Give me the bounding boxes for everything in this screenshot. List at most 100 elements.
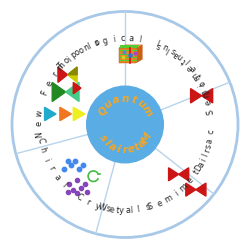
Text: r: r — [50, 70, 59, 78]
Text: m: m — [178, 182, 190, 193]
Text: s: s — [105, 204, 110, 214]
Text: l: l — [164, 45, 171, 54]
Polygon shape — [168, 168, 179, 181]
Text: I: I — [154, 40, 160, 49]
Text: o: o — [93, 38, 101, 48]
Text: n: n — [82, 42, 91, 53]
Text: i: i — [173, 189, 180, 198]
Text: t: t — [192, 169, 201, 177]
Text: u: u — [103, 98, 115, 111]
Text: a: a — [128, 34, 134, 43]
Text: s: s — [97, 133, 109, 143]
Text: D: D — [194, 164, 204, 174]
Text: C: C — [74, 192, 84, 203]
Text: C: C — [35, 136, 45, 144]
Text: t: t — [179, 57, 188, 65]
Text: m: m — [56, 60, 68, 72]
Text: o: o — [196, 80, 206, 89]
Text: e: e — [44, 79, 54, 88]
Polygon shape — [44, 107, 56, 121]
Polygon shape — [190, 89, 202, 103]
Text: i: i — [65, 55, 73, 63]
Text: y: y — [94, 201, 102, 211]
Circle shape — [87, 86, 163, 163]
Text: c: c — [206, 129, 216, 134]
Text: a: a — [137, 137, 149, 149]
Text: c: c — [120, 34, 125, 43]
Text: t: t — [192, 73, 202, 81]
Text: l: l — [201, 153, 210, 158]
Polygon shape — [202, 89, 213, 103]
Text: o: o — [73, 48, 82, 58]
Polygon shape — [60, 107, 71, 121]
Text: e: e — [108, 205, 115, 214]
Text: g: g — [102, 36, 109, 46]
Text: e: e — [155, 198, 164, 209]
Text: o: o — [77, 45, 86, 56]
Text: W: W — [97, 202, 107, 213]
Text: s: s — [204, 143, 213, 149]
Text: e: e — [127, 144, 136, 155]
Polygon shape — [73, 107, 85, 121]
Text: l: l — [86, 42, 92, 51]
Polygon shape — [68, 67, 77, 82]
Text: a: a — [112, 94, 122, 106]
Text: u: u — [135, 98, 147, 111]
Text: i: i — [116, 144, 121, 155]
Text: s: s — [168, 48, 176, 57]
Text: s: s — [145, 203, 152, 212]
Polygon shape — [196, 183, 206, 196]
Text: r: r — [202, 148, 212, 154]
Text: r: r — [46, 165, 56, 172]
Text: n: n — [160, 43, 169, 53]
Text: w: w — [35, 110, 44, 117]
Text: h: h — [38, 146, 48, 154]
Text: a: a — [52, 172, 62, 182]
Text: r: r — [85, 198, 92, 207]
Text: l: l — [130, 206, 132, 215]
Text: e: e — [185, 63, 195, 73]
Text: l: l — [138, 35, 142, 44]
Text: l: l — [102, 138, 112, 148]
Text: F: F — [40, 89, 50, 97]
Text: o: o — [62, 56, 72, 66]
Text: e: e — [186, 176, 196, 185]
Text: s: s — [155, 40, 163, 50]
Polygon shape — [119, 48, 136, 63]
Polygon shape — [58, 67, 68, 82]
Circle shape — [12, 11, 238, 238]
Text: i: i — [197, 81, 206, 87]
Text: l: l — [182, 59, 190, 67]
Text: m: m — [162, 193, 174, 205]
Polygon shape — [179, 168, 189, 181]
Text: N: N — [34, 131, 44, 138]
Polygon shape — [136, 45, 142, 63]
Text: M: M — [140, 131, 154, 145]
Text: T: T — [56, 62, 66, 72]
Text: a: a — [186, 65, 197, 75]
Text: i: i — [42, 157, 51, 162]
Text: t: t — [130, 95, 138, 106]
Text: a: a — [107, 141, 118, 153]
Text: l: l — [136, 205, 140, 214]
Text: m: m — [140, 104, 154, 118]
Text: r: r — [200, 89, 210, 95]
Text: t: t — [133, 141, 142, 153]
Text: a: a — [171, 50, 181, 60]
Text: y: y — [119, 206, 124, 215]
Text: m: m — [190, 70, 202, 82]
Text: u: u — [174, 53, 184, 62]
Polygon shape — [73, 82, 81, 94]
Text: S: S — [146, 202, 154, 212]
Text: a: a — [125, 206, 131, 215]
Text: m: m — [200, 88, 211, 99]
Polygon shape — [52, 82, 66, 102]
Text: t: t — [116, 206, 120, 215]
Text: e: e — [34, 121, 43, 126]
Text: e: e — [203, 99, 213, 106]
Text: l: l — [60, 181, 68, 189]
Text: a: a — [205, 138, 214, 145]
Polygon shape — [68, 67, 77, 75]
Polygon shape — [66, 82, 79, 102]
Text: r: r — [122, 145, 128, 155]
